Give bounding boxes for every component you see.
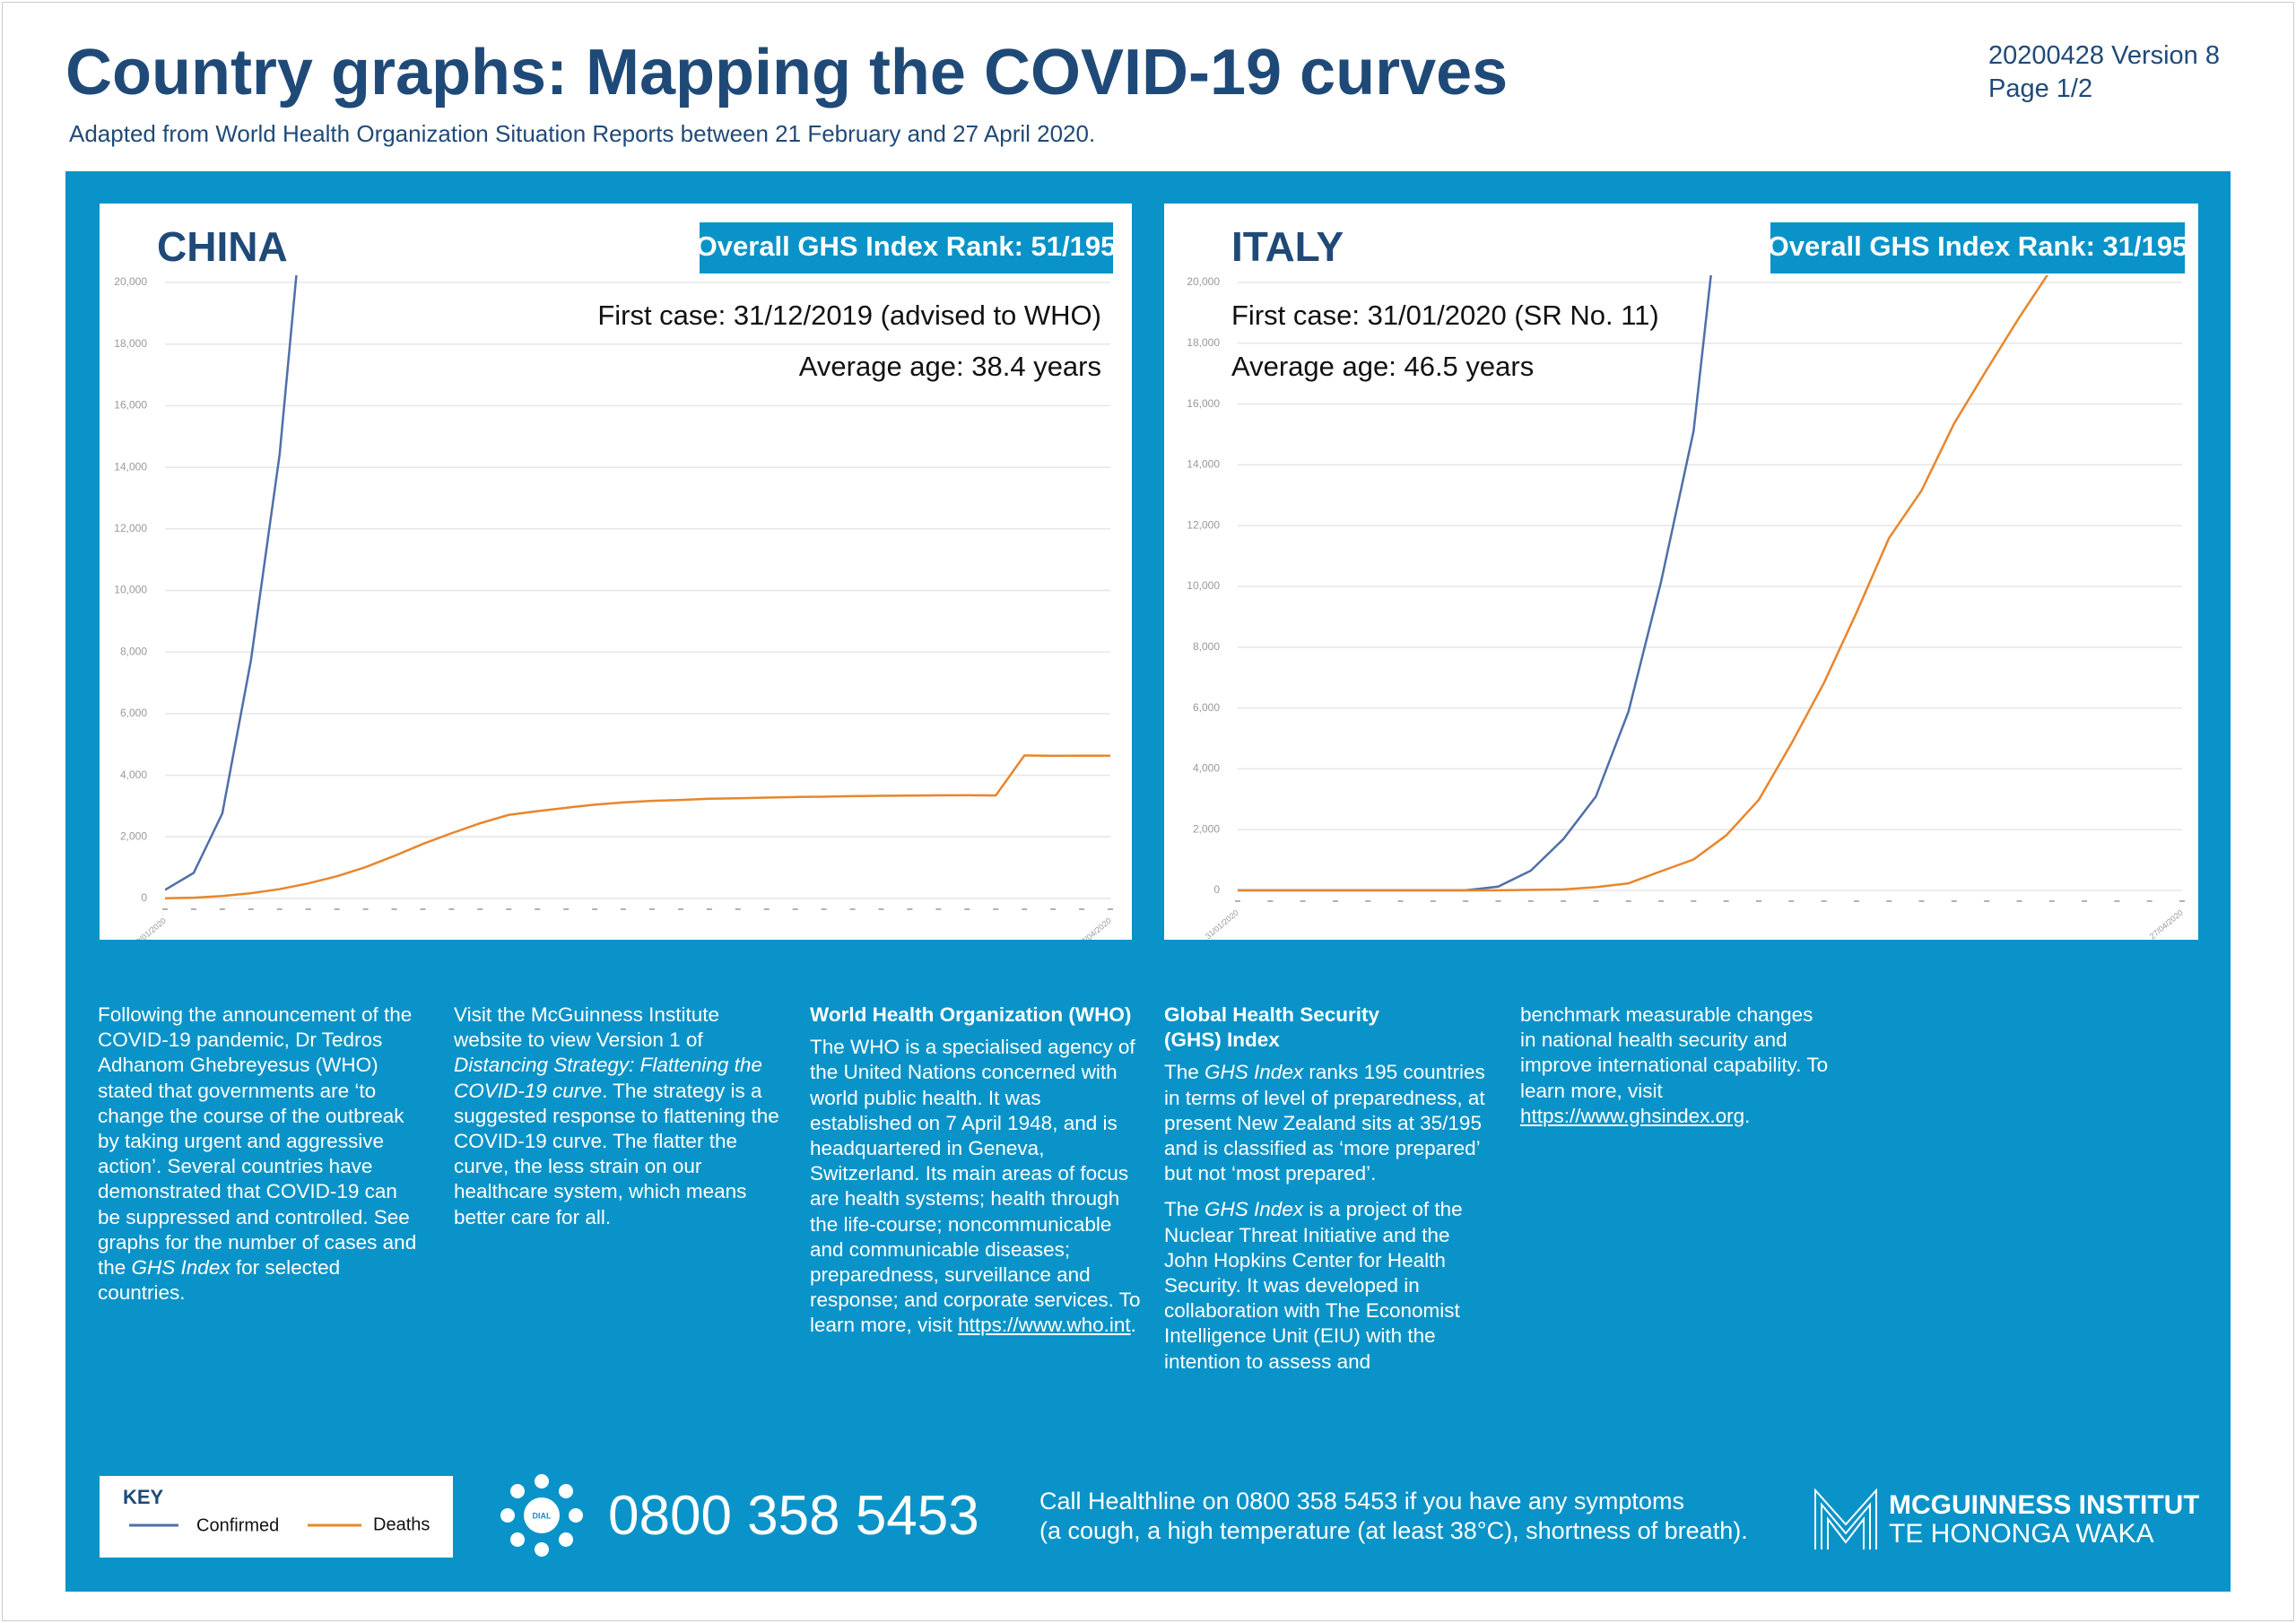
y-tick-label: 6,000 xyxy=(120,707,147,719)
series-line xyxy=(1238,275,2049,892)
text: is a project of the Nuclear Threat Initi… xyxy=(1164,1198,1463,1373)
link[interactable]: https://www.ghsindex.org xyxy=(1520,1104,1745,1127)
y-tick-label: 10,000 xyxy=(114,584,147,596)
y-tick-label: 2,000 xyxy=(1193,822,1220,835)
chart-title: ITALY xyxy=(1231,223,1344,270)
paragraph: benchmark measurable changes in national… xyxy=(1520,1002,1834,1129)
y-tick-label: 0 xyxy=(1213,883,1220,896)
text: (a cough, a high temperature (at least 3… xyxy=(1039,1517,1748,1544)
paragraph: Following the announcement of the COVID-… xyxy=(98,1002,425,1306)
text: Following the announcement of the COVID-… xyxy=(98,1003,417,1280)
logo-subname: TE HONONGA WAKA xyxy=(1889,1519,2154,1549)
dial-icon: DIAL xyxy=(500,1474,583,1557)
heading: Global Health Security (GHS) Index xyxy=(1164,1003,1380,1052)
paragraph: The GHS Index ranks 195 countries in ter… xyxy=(1164,1060,1487,1186)
y-tick-label: 0 xyxy=(141,891,147,904)
note: First case: 31/01/2020 (SR No. 11) xyxy=(1231,299,1659,331)
text: benchmark measurable changes in national… xyxy=(1520,1003,1829,1102)
x-tick-label: 27/04/2020 xyxy=(2148,908,2185,940)
x-tick-label: 20/01/2020 xyxy=(131,916,168,940)
link[interactable]: https://www.who.int xyxy=(958,1314,1131,1337)
text: . xyxy=(1130,1314,1136,1337)
note: Average age: 38.4 years xyxy=(799,351,1101,382)
text: GHS Index xyxy=(1205,1061,1304,1084)
text-column: Global Health Security (GHS) Index The G… xyxy=(1164,1002,1487,1385)
y-tick-label: 14,000 xyxy=(114,460,147,473)
text: . The strategy is a suggested response t… xyxy=(454,1079,779,1228)
x-tick-label: 27/04/2020 xyxy=(1076,916,1113,940)
logo: MCGUINNESS INSTITUTE TE HONONGA WAKA xyxy=(1814,1488,2199,1549)
legend-label: Confirmed xyxy=(196,1515,279,1535)
version: 20200428 Version 8 Page 1/2 xyxy=(1988,39,2220,106)
text: The WHO is a specialised agency of the U… xyxy=(810,1036,1141,1337)
text-column: World Health Organization (WHO) The WHO … xyxy=(810,1002,1142,1350)
badge-bg xyxy=(1770,222,2185,273)
paragraph: The GHS Index is a project of the Nuclea… xyxy=(1164,1197,1487,1374)
version-text: 20200428 Version 8 xyxy=(1988,41,2220,70)
y-tick-label: 6,000 xyxy=(1193,701,1220,714)
heading: World Health Organization (WHO) xyxy=(810,1003,1132,1026)
x-tick-label: 31/01/2020 xyxy=(1204,908,1240,940)
text: ranks 195 countries in terms of level of… xyxy=(1164,1061,1485,1185)
y-tick-label: 18,000 xyxy=(114,337,147,350)
y-tick-label: 16,000 xyxy=(114,399,147,412)
y-tick-label: 4,000 xyxy=(120,768,147,781)
y-tick-label: 2,000 xyxy=(120,829,147,842)
y-tick-label: 20,000 xyxy=(1187,275,1220,288)
page-number: Page 1/2 xyxy=(1988,74,2093,103)
phone-number: 0800 358 5453 xyxy=(608,1485,979,1547)
healthline-text: Call Healthline on 0800 358 5453 if you … xyxy=(1039,1487,1748,1546)
text: GHS Index xyxy=(1205,1198,1304,1221)
y-tick-label: 8,000 xyxy=(120,645,147,657)
paragraph: The WHO is a specialised agency of the U… xyxy=(810,1035,1142,1338)
note: First case: 31/12/2019 (advised to WHO) xyxy=(597,299,1101,331)
text: The xyxy=(1164,1198,1205,1221)
y-tick-label: 18,000 xyxy=(1187,336,1220,349)
text-column: Visit the McGuinness Institute website t… xyxy=(454,1002,781,1241)
title: Country graphs: Mapping the COVID-19 cur… xyxy=(65,37,1509,108)
y-tick-label: 12,000 xyxy=(1187,518,1220,531)
chart-china: CHINA Overall GHS Index Rank: 51/195 Fir… xyxy=(100,204,1132,940)
text-column: benchmark measurable changes in national… xyxy=(1520,1002,1834,1140)
y-tick-label: 4,000 xyxy=(1193,762,1220,775)
text-column: Following the announcement of the COVID-… xyxy=(98,1002,425,1316)
text: . xyxy=(1744,1104,1751,1127)
text: The xyxy=(1164,1061,1205,1084)
series-line xyxy=(165,754,1110,900)
chart-italy: ITALY Overall GHS Index Rank: 31/195 Fir… xyxy=(1164,204,2198,940)
badge: Overall GHS Index Rank: 51/195 xyxy=(696,230,1117,262)
dial-label: DIAL xyxy=(533,1511,552,1520)
badge-bg xyxy=(700,222,1113,273)
legend-label: Deaths xyxy=(373,1515,430,1534)
text: Visit the McGuinness Institute website t… xyxy=(454,1003,719,1052)
y-tick-label: 12,000 xyxy=(114,522,147,534)
logo-name: MCGUINNESS INSTITUTE xyxy=(1889,1490,2199,1520)
text: GHS Index xyxy=(131,1256,230,1280)
chart-title: CHINA xyxy=(157,223,288,270)
y-tick-label: 10,000 xyxy=(1187,579,1220,592)
text: Distancing Strategy: Flattening the COVI… xyxy=(454,1054,762,1102)
badge: Overall GHS Index Rank: 31/195 xyxy=(1768,230,2188,262)
subtitle: Adapted from World Health Organization S… xyxy=(69,120,1096,147)
legend: KEY Confirmed Deaths xyxy=(100,1476,453,1558)
y-tick-label: 14,000 xyxy=(1187,458,1220,471)
paragraph: Visit the McGuinness Institute website t… xyxy=(454,1002,781,1230)
text: Call Healthline on 0800 358 5453 if you … xyxy=(1039,1488,1684,1515)
y-tick-label: 20,000 xyxy=(114,275,147,288)
y-tick-label: 16,000 xyxy=(1187,397,1220,410)
y-tick-label: 8,000 xyxy=(1193,640,1220,653)
text: for selected countries. xyxy=(98,1256,341,1305)
legend-title: KEY xyxy=(123,1486,164,1508)
note: Average age: 46.5 years xyxy=(1231,351,1534,382)
